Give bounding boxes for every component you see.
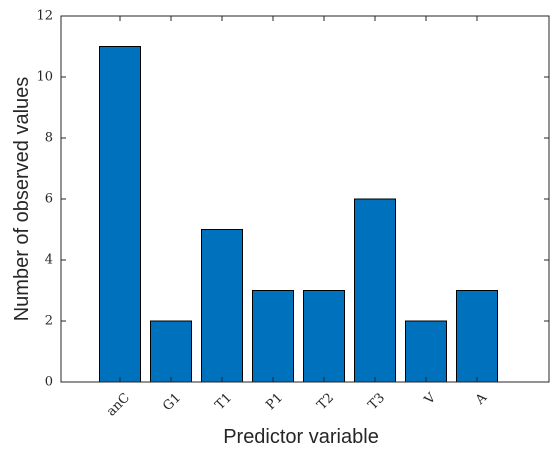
bar-p1	[252, 290, 294, 383]
y-tick-label: 10	[36, 70, 53, 85]
x-tick-label: anC	[104, 390, 133, 419]
bar-t1	[201, 229, 243, 383]
x-axis-label: Predictor variable	[223, 426, 379, 448]
bar-a	[456, 290, 498, 383]
x-tick-label: G1	[160, 390, 184, 414]
y-tick-label: 0	[45, 375, 53, 390]
x-tick-label: T2	[314, 390, 337, 413]
y-tick-label: 8	[45, 131, 53, 146]
bars-group	[99, 46, 498, 383]
y-tick-label: 12	[36, 9, 53, 24]
bar-g1	[150, 320, 192, 383]
x-tick-label: T1	[212, 390, 235, 413]
bar-v	[405, 320, 447, 383]
bar-anc	[99, 46, 141, 383]
x-tick-label: T3	[365, 390, 388, 413]
y-tick-label: 4	[45, 253, 53, 268]
y-axis: 0 2 4 6 8 10 12	[36, 9, 549, 390]
bar-t2	[303, 290, 345, 383]
y-axis-label: Number of observed values	[11, 77, 33, 322]
y-tick-label: 2	[45, 314, 53, 329]
bar-t3	[354, 198, 396, 383]
x-tick-label: V	[421, 390, 439, 408]
y-tick-label: 6	[45, 192, 53, 207]
x-tick-label: P1	[263, 390, 286, 413]
x-tick-label: A	[472, 390, 490, 408]
